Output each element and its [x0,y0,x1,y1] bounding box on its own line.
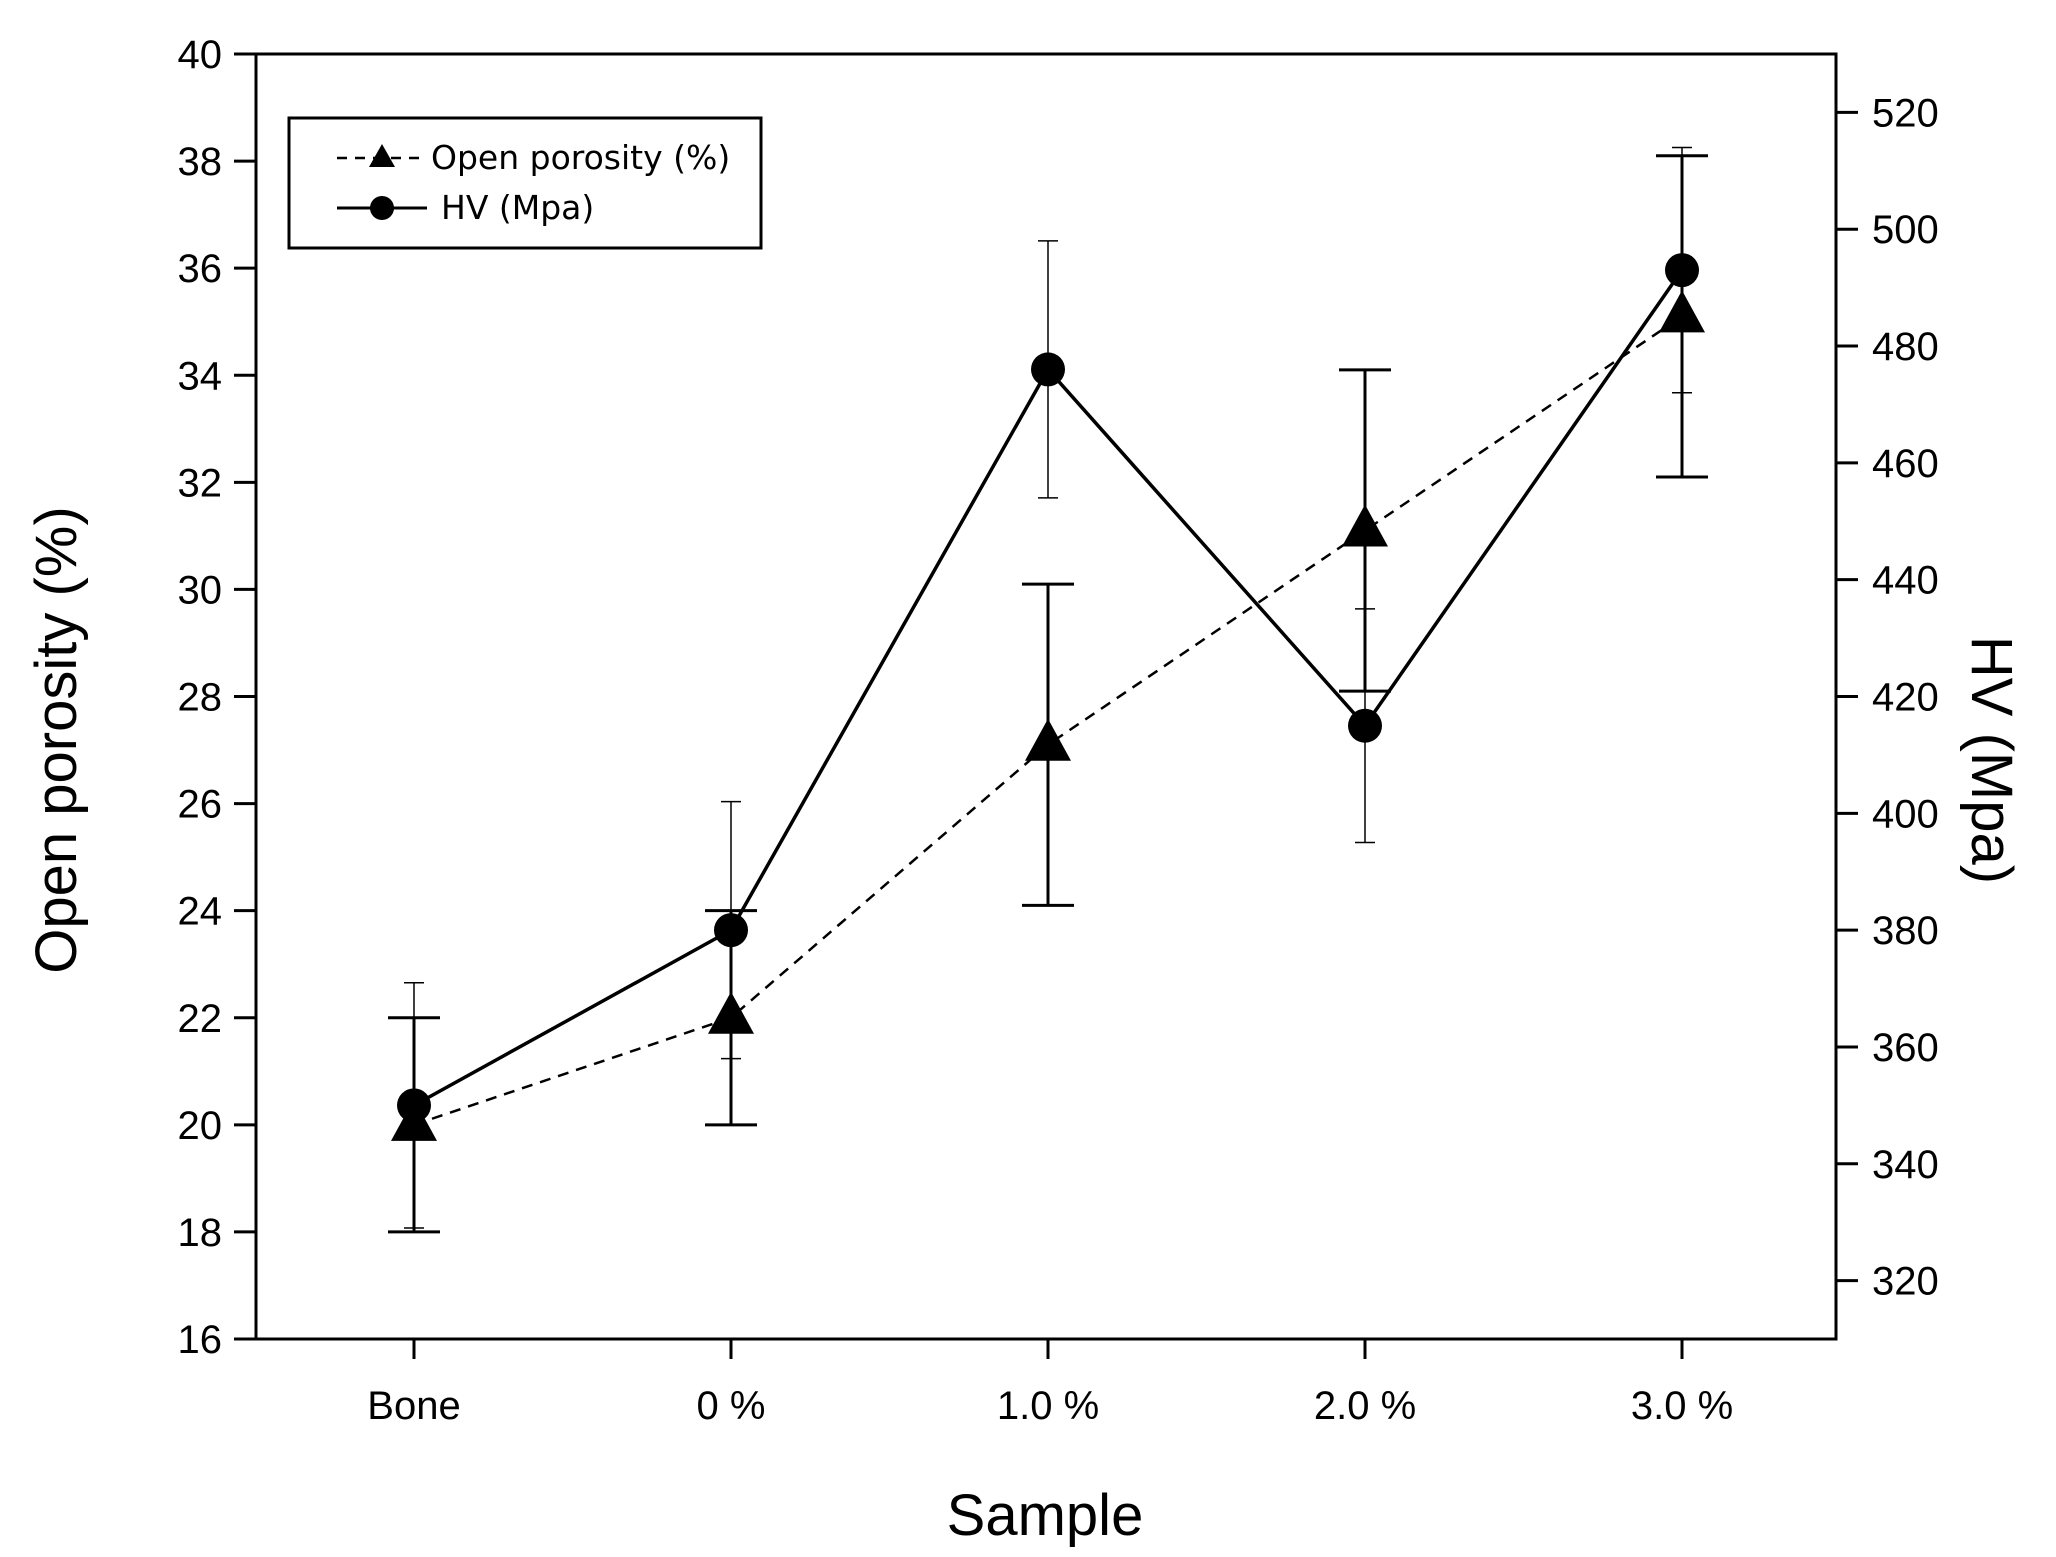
legend-label-porosity: Open porosity (%) [431,138,730,177]
left-axis-ticks: 16 18 20 22 24 26 28 30 32 34 36 38 40 [178,33,256,1362]
right-axis-title: HV (Mpa) [1959,636,2024,884]
left-tick-label: 34 [178,354,223,398]
left-tick-label: 16 [178,1318,223,1362]
legend-label-hv: HV (Mpa) [441,188,594,227]
legend-triangle-icon [369,144,395,167]
right-axis-ticks: 320 340 360 380 400 420 440 460 480 500 520 [1836,91,1939,1304]
left-tick-label: 24 [178,890,223,934]
porosity-point [1659,290,1705,333]
left-tick-label: 22 [178,997,223,1041]
right-tick-label: 500 [1872,208,1939,252]
legend-circle-icon [370,196,394,220]
left-axis-title: Open porosity (%) [24,506,89,973]
left-tick-label: 18 [178,1211,223,1255]
x-tick-label: 1.0 % [997,1384,1099,1428]
left-tick-label: 36 [178,247,223,291]
x-tick-label: 2.0 % [1314,1384,1416,1428]
right-tick-label: 380 [1872,909,1939,953]
x-tick-label: Bone [367,1384,460,1428]
left-tick-label: 20 [178,1104,223,1148]
porosity-point [1025,718,1071,761]
hv-point [397,1088,431,1123]
right-tick-label: 340 [1872,1143,1939,1187]
right-tick-label: 520 [1872,91,1939,135]
left-tick-label: 32 [178,461,223,505]
right-tick-label: 440 [1872,559,1939,603]
legend: Open porosity (%) HV (Mpa) [287,116,763,250]
right-tick-label: 460 [1872,442,1939,486]
right-tick-label: 400 [1872,792,1939,836]
right-tick-label: 320 [1872,1260,1939,1304]
porosity-series-line [413,315,1683,1127]
left-tick-label: 30 [178,568,223,612]
series-layer [388,146,1708,1234]
right-tick-label: 360 [1872,1026,1939,1070]
porosity-point [708,991,754,1034]
x-axis-title: Sample [947,1483,1144,1548]
hv-point [1348,708,1382,743]
right-tick-label: 480 [1872,325,1939,369]
x-tick-label: 3.0 % [1631,1384,1733,1428]
hv-point [1031,352,1065,387]
x-axis-ticks: Bone 0 % 1.0 % 2.0 % 3.0 % [367,1339,1733,1428]
legend-box [287,116,763,250]
right-tick-label: 420 [1872,676,1939,720]
porosity-point [1342,504,1388,547]
left-tick-label: 28 [178,676,223,720]
left-tick-label: 40 [178,33,223,77]
x-tick-label: 0 % [697,1384,766,1428]
left-tick-label: 26 [178,783,223,827]
hv-point [1665,253,1699,288]
hv-point [714,913,748,948]
left-tick-label: 38 [178,140,223,184]
